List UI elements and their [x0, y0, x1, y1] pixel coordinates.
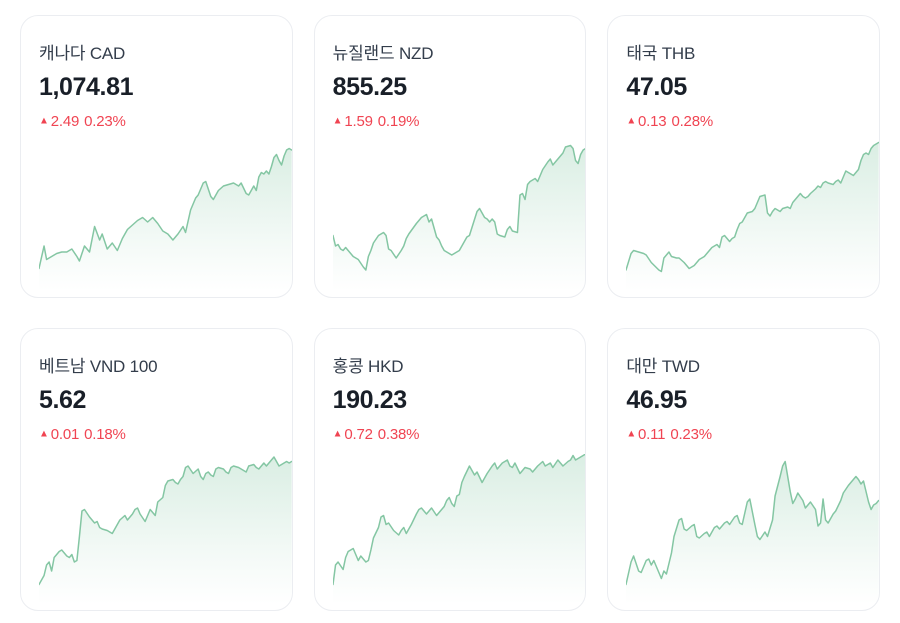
change-amount: 0.11	[638, 426, 666, 444]
change-row: ▲ 1.59 0.19%	[333, 113, 568, 130]
up-arrow-icon: ▲	[626, 428, 637, 440]
currency-card-vnd[interactable]: 베트남 VND 100 5.62 ▲ 0.01 0.18%	[20, 328, 293, 611]
change-amount: 1.59	[344, 113, 373, 131]
currency-name: 캐나다 CAD	[39, 44, 126, 63]
sparkline-chart	[626, 454, 879, 604]
exchange-rate-value: 190.23	[332, 386, 407, 415]
currency-name: 베트남 VND 100	[39, 357, 158, 376]
change-row: ▲ 0.11 0.23%	[626, 426, 861, 443]
sparkline-chart	[332, 141, 586, 291]
currency-card-hkd[interactable]: 홍콩 HKD 190.23 ▲ 0.72 0.38%	[313, 328, 587, 611]
currency-card-grid: 캐나다 CAD 1,074.81 ▲ 2.49 0.23% 뉴질랜드 NZD 8…	[20, 15, 880, 611]
change-row: ▲ 2.49 0.23%	[39, 113, 274, 130]
change-percent: 0.19%	[377, 113, 420, 131]
currency-name: 대만 TWD	[626, 357, 700, 376]
exchange-rate-value: 46.95	[626, 386, 687, 415]
sparkline-chart	[332, 454, 586, 604]
change-row: ▲ 0.13 0.28%	[626, 113, 861, 130]
exchange-rate-value: 5.62	[39, 386, 87, 415]
sparkline-chart	[39, 454, 292, 604]
currency-name: 태국 THB	[626, 44, 696, 63]
currency-card-thb[interactable]: 태국 THB 47.05 ▲ 0.13 0.28%	[607, 15, 880, 298]
currency-card-nzd[interactable]: 뉴질랜드 NZD 855.25 ▲ 1.59 0.19%	[313, 15, 587, 298]
currency-name: 홍콩 HKD	[332, 357, 404, 376]
change-percent: 0.28%	[671, 113, 713, 131]
exchange-rate-value: 1,074.81	[39, 73, 134, 102]
up-arrow-icon: ▲	[39, 115, 49, 127]
change-amount: 0.13	[638, 113, 667, 131]
sparkline-chart	[39, 141, 292, 291]
change-amount: 0.01	[50, 426, 80, 444]
change-row: ▲ 0.72 0.38%	[333, 426, 568, 443]
currency-card-twd[interactable]: 대만 TWD 46.95 ▲ 0.11 0.23%	[607, 328, 880, 611]
change-percent: 0.18%	[84, 426, 126, 444]
change-amount: 2.49	[50, 113, 80, 131]
exchange-rate-value: 855.25	[332, 73, 407, 102]
change-percent: 0.38%	[377, 426, 420, 444]
sparkline-chart	[626, 141, 879, 291]
currency-name: 뉴질랜드 NZD	[332, 44, 434, 63]
change-row: ▲ 0.01 0.18%	[39, 426, 274, 443]
change-percent: 0.23%	[84, 113, 126, 131]
change-percent: 0.23%	[670, 426, 712, 444]
up-arrow-icon: ▲	[332, 428, 343, 440]
up-arrow-icon: ▲	[39, 428, 49, 440]
exchange-rate-value: 47.05	[626, 73, 687, 102]
up-arrow-icon: ▲	[626, 115, 637, 127]
change-amount: 0.72	[344, 426, 373, 444]
currency-card-cad[interactable]: 캐나다 CAD 1,074.81 ▲ 2.49 0.23%	[20, 15, 293, 298]
up-arrow-icon: ▲	[332, 115, 343, 127]
